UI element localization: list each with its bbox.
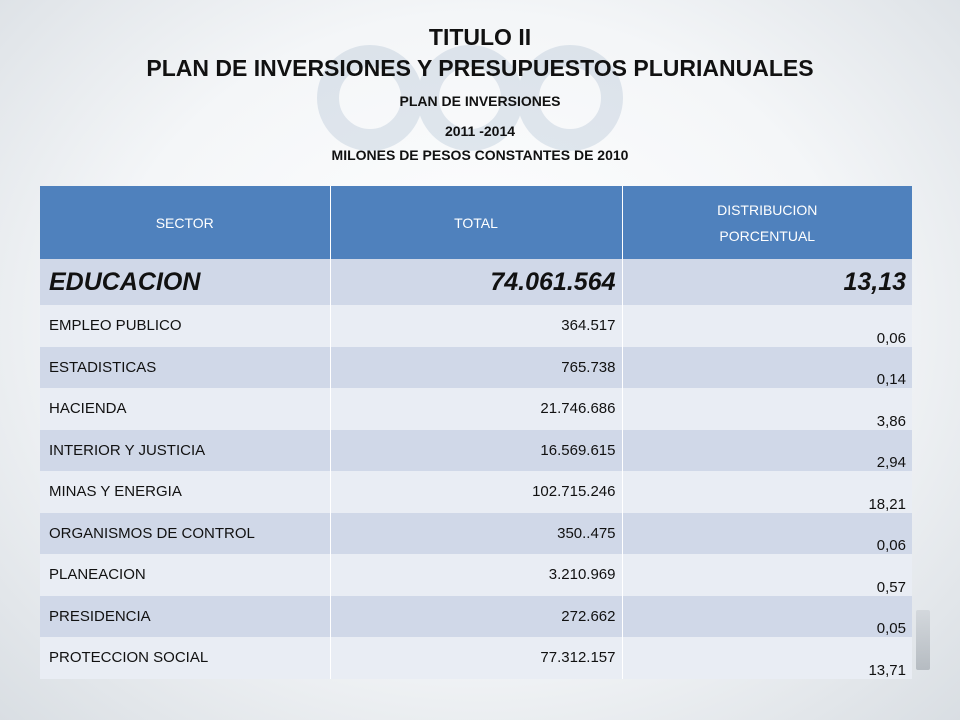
- table-row: PRESIDENCIA 272.662 0,05: [40, 595, 912, 637]
- watermark-logo-graphic: [317, 45, 623, 151]
- cell-total: 74.061.564: [330, 259, 623, 305]
- decorative-edge-mark: [916, 610, 930, 670]
- page-title: TITULO II: [428, 24, 532, 50]
- cell-pct: 3,86: [622, 388, 912, 430]
- cell-sector: INTERIOR Y JUSTICIA: [40, 429, 331, 471]
- investment-table: SECTOR TOTAL DISTRIBUCION PORCENTUAL EDU…: [40, 186, 912, 679]
- cell-total: 21.746.686: [330, 388, 623, 430]
- cell-total: 765.738: [330, 346, 623, 388]
- table-row: PROTECCION SOCIAL 77.312.157 13,71: [40, 637, 912, 679]
- cell-sector: EMPLEO PUBLICO: [40, 305, 331, 347]
- table-row: HACIENDA 21.746.686 3,86: [40, 388, 912, 430]
- header-distribucion: DISTRIBUCION PORCENTUAL: [622, 186, 912, 259]
- cell-sector: EDUCACION: [40, 259, 331, 305]
- cell-total: 77.312.157: [330, 637, 623, 679]
- cell-pct: 13,71: [622, 637, 912, 679]
- header-total: TOTAL: [330, 186, 623, 259]
- cell-total: 350..475: [330, 512, 623, 554]
- cell-total: 16.569.615: [330, 429, 623, 471]
- cell-total: 3.210.969: [330, 554, 623, 596]
- cell-sector: ORGANISMOS DE CONTROL: [40, 512, 331, 554]
- cell-pct: 0,14: [622, 346, 912, 388]
- table-row: EMPLEO PUBLICO 364.517 0,06: [40, 305, 912, 347]
- plan-label: PLAN DE INVERSIONES: [399, 93, 561, 109]
- cell-sector: ESTADISTICAS: [40, 346, 331, 388]
- units-label: MILONES DE PESOS CONSTANTES DE 2010: [331, 147, 629, 163]
- cell-pct: 0,06: [622, 512, 912, 554]
- header-sector: SECTOR: [40, 186, 331, 259]
- cell-sector: PRESIDENCIA: [40, 595, 331, 637]
- title-block: TITULO II PLAN DE INVERSIONES Y PRESUPUE…: [0, 22, 960, 166]
- cell-total: 364.517: [330, 305, 623, 347]
- table-row: PLANEACION 3.210.969 0,57: [40, 554, 912, 596]
- cell-pct: 18,21: [622, 471, 912, 513]
- period-label: 2011 -2014: [444, 123, 516, 139]
- cell-sector: MINAS Y ENERGIA: [40, 471, 331, 513]
- header-distribucion-line1: DISTRIBUCION: [717, 201, 818, 218]
- cell-sector: PROTECCION SOCIAL: [40, 637, 331, 679]
- cell-pct: 13,13: [622, 259, 912, 305]
- table-row: EDUCACION 74.061.564 13,13: [40, 259, 912, 305]
- page-subtitle: PLAN DE INVERSIONES Y PRESUPUESTOS PLURI…: [146, 55, 814, 81]
- cell-pct: 0,05: [622, 595, 912, 637]
- cell-sector: PLANEACION: [40, 554, 331, 596]
- cell-sector: HACIENDA: [40, 388, 331, 430]
- cell-total: 102.715.246: [330, 471, 623, 513]
- table-header-row: SECTOR TOTAL DISTRIBUCION PORCENTUAL: [40, 186, 912, 259]
- table-row: ORGANISMOS DE CONTROL 350..475 0,06: [40, 512, 912, 554]
- table-row: ESTADISTICAS 765.738 0,14: [40, 346, 912, 388]
- header-distribucion-line2: PORCENTUAL: [719, 227, 816, 244]
- table-row: MINAS Y ENERGIA 102.715.246 18,21: [40, 471, 912, 513]
- cell-pct: 0,06: [622, 305, 912, 347]
- cell-total: 272.662: [330, 595, 623, 637]
- cell-pct: 0,57: [622, 554, 912, 596]
- cell-pct: 2,94: [622, 429, 912, 471]
- table-row: INTERIOR Y JUSTICIA 16.569.615 2,94: [40, 429, 912, 471]
